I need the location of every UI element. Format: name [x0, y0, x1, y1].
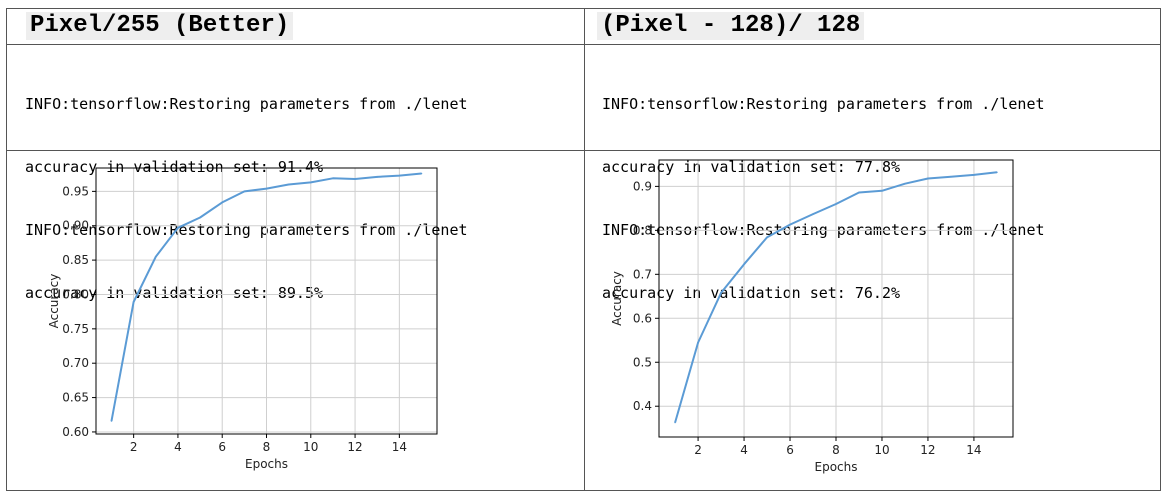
- y-tick-label: 0.7: [633, 267, 652, 281]
- log-line: INFO:tensorflow:Restoring parameters fro…: [25, 95, 468, 113]
- x-tick-label: 8: [263, 440, 271, 454]
- data-point: [858, 191, 860, 194]
- data-point: [354, 178, 356, 180]
- data-point: [376, 176, 379, 178]
- x-tick-label: 8: [832, 443, 840, 457]
- data-point: [674, 421, 676, 424]
- y-axis-label: Accuracy: [610, 271, 624, 326]
- data-point: [398, 174, 401, 177]
- data-point: [110, 420, 113, 422]
- x-axis-label: Epochs: [245, 457, 288, 471]
- y-tick-label: 0.60: [62, 425, 89, 439]
- comparison-table: [6, 8, 1161, 491]
- data-point: [812, 213, 814, 215]
- y-tick-label: 0.9: [633, 179, 652, 193]
- data-point: [904, 182, 906, 185]
- accuracy-chart-left: 2 4 6 8 10 12 14 0.60 0.65 0.70 0.75 0.80 0.85 0.90 0.…: [47, 167, 438, 471]
- header-divider: [6, 44, 1161, 45]
- x-tick-label: 6: [218, 440, 226, 454]
- column-divider: [584, 8, 585, 491]
- x-tick-label: 4: [174, 440, 182, 454]
- x-tick-label: 2: [694, 443, 702, 457]
- data-point: [720, 291, 722, 294]
- data-point: [132, 301, 135, 303]
- x-tick-label: 14: [392, 440, 407, 454]
- data-point: [154, 255, 157, 258]
- data-point: [199, 216, 201, 219]
- y-tick-label: 0.80: [62, 287, 89, 301]
- x-tick-label: 12: [347, 440, 362, 454]
- data-point: [766, 236, 768, 239]
- data-point: [309, 181, 312, 184]
- data-point: [177, 226, 179, 229]
- data-point: [927, 177, 929, 180]
- data-point: [835, 203, 837, 205]
- x-tick-label: 6: [786, 443, 794, 457]
- y-tick-label: 0.95: [62, 184, 89, 198]
- data-point: [221, 201, 224, 204]
- x-axis-label: Epochs: [815, 460, 858, 474]
- data-point: [881, 189, 883, 192]
- accuracy-chart-right: 2 4 6 8 10 12 14 0.4 0.5 0.6 0.7 0.8 0.9 Epochs Accura…: [610, 159, 1014, 474]
- y-tick-label: 0.8: [633, 223, 652, 237]
- data-point: [973, 174, 975, 176]
- y-tick-label: 0.90: [62, 219, 89, 233]
- data-point: [287, 183, 290, 186]
- x-tick-label: 4: [740, 443, 748, 457]
- y-tick-label: 0.5: [633, 355, 652, 369]
- x-tick-label: 12: [920, 443, 935, 457]
- data-point: [420, 172, 423, 175]
- y-tick-label: 0.65: [62, 391, 89, 405]
- panel-title-right: (Pixel - 128)/ 128: [597, 12, 865, 40]
- data-point: [789, 223, 791, 226]
- x-tick-label: 10: [874, 443, 889, 457]
- panel-title-left: Pixel/255 (Better): [26, 12, 294, 40]
- y-tick-label: 0.70: [62, 356, 89, 370]
- data-point: [743, 263, 745, 266]
- log-line: INFO:tensorflow:Restoring parameters fro…: [602, 95, 1045, 113]
- y-tick-label: 0.4: [633, 399, 652, 413]
- x-tick-label: 2: [130, 440, 138, 454]
- log-line: accuracy in validation set: 91.4%: [25, 158, 324, 176]
- data-point: [265, 187, 268, 190]
- log-line: accuracy in validation set: 89.5%: [25, 284, 324, 302]
- data-point: [332, 177, 334, 180]
- x-tick-label: 10: [303, 440, 318, 454]
- data-point: [950, 175, 952, 178]
- log-line: accuracy in validation set: 76.2%: [602, 284, 901, 302]
- data-point: [243, 190, 246, 193]
- y-tick-label: 0.85: [62, 253, 89, 267]
- y-tick-label: 0.6: [633, 311, 652, 325]
- y-axis-label: Accuracy: [47, 274, 61, 329]
- x-tick-label: 14: [966, 443, 981, 457]
- data-point: [697, 341, 699, 344]
- y-tick-label: 0.75: [62, 322, 89, 336]
- log-line: accuracy in validation set: 77.8%: [602, 158, 901, 176]
- data-point: [996, 171, 998, 174]
- log-divider: [6, 150, 1161, 151]
